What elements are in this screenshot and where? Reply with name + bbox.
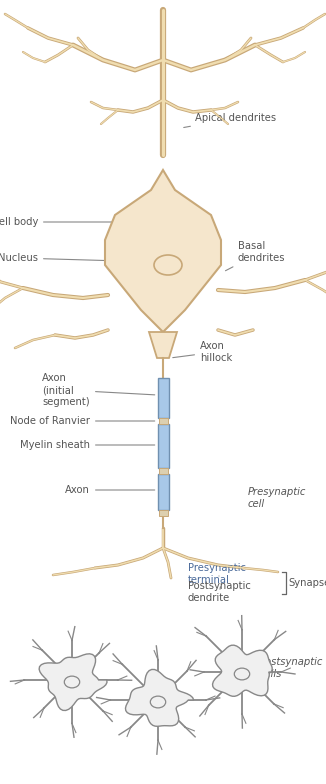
Bar [158, 418, 168, 424]
Text: Myelin sheath: Myelin sheath [20, 440, 155, 450]
Polygon shape [105, 170, 221, 332]
Text: Nucleus: Nucleus [0, 253, 154, 263]
Bar [157, 424, 169, 468]
Text: Apical dendrites: Apical dendrites [184, 113, 276, 128]
Polygon shape [39, 654, 107, 710]
Text: Presynaptic
cell: Presynaptic cell [248, 487, 306, 509]
Bar [157, 378, 169, 418]
Text: Node of Ranvier: Node of Ranvier [10, 416, 155, 426]
Bar [157, 474, 169, 510]
Text: Cell body: Cell body [0, 217, 142, 227]
Text: Postsynaptic
dendrite: Postsynaptic dendrite [188, 581, 251, 603]
Text: Axon
(initial
segment): Axon (initial segment) [42, 373, 155, 407]
Text: Postsynaptic
cells: Postsynaptic cells [260, 657, 323, 679]
Bar [158, 468, 168, 474]
Text: Axon
hillock: Axon hillock [173, 341, 232, 363]
Polygon shape [149, 332, 177, 358]
Bar [158, 510, 168, 516]
Text: Basal
dendrites: Basal dendrites [226, 241, 286, 270]
Polygon shape [213, 645, 272, 696]
Text: Axon: Axon [65, 485, 155, 495]
Text: Synapse: Synapse [288, 578, 326, 588]
Polygon shape [126, 670, 194, 726]
Text: Presynaptic
terminal: Presynaptic terminal [188, 563, 246, 585]
